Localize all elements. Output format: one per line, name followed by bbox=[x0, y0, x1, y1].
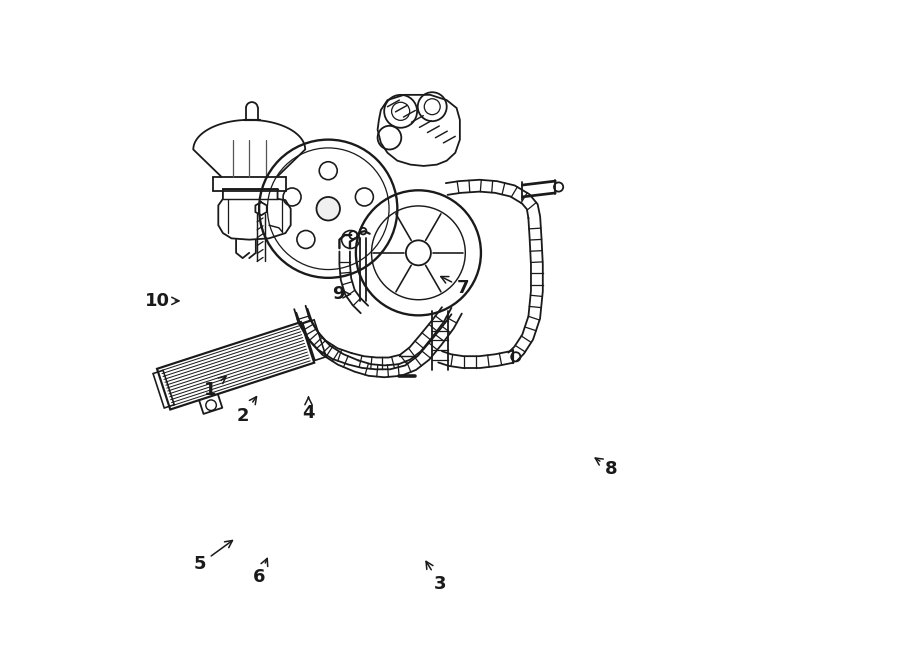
Text: 10: 10 bbox=[145, 292, 179, 310]
Text: 5: 5 bbox=[194, 541, 232, 573]
Text: 4: 4 bbox=[302, 397, 315, 422]
Text: 7: 7 bbox=[441, 276, 470, 297]
Circle shape bbox=[317, 197, 340, 221]
Text: 9: 9 bbox=[332, 286, 350, 303]
Text: 1: 1 bbox=[203, 376, 226, 399]
Text: 2: 2 bbox=[237, 397, 256, 425]
Text: 3: 3 bbox=[426, 561, 446, 593]
Text: 8: 8 bbox=[595, 458, 617, 478]
Circle shape bbox=[406, 241, 431, 265]
Text: 6: 6 bbox=[253, 559, 267, 586]
